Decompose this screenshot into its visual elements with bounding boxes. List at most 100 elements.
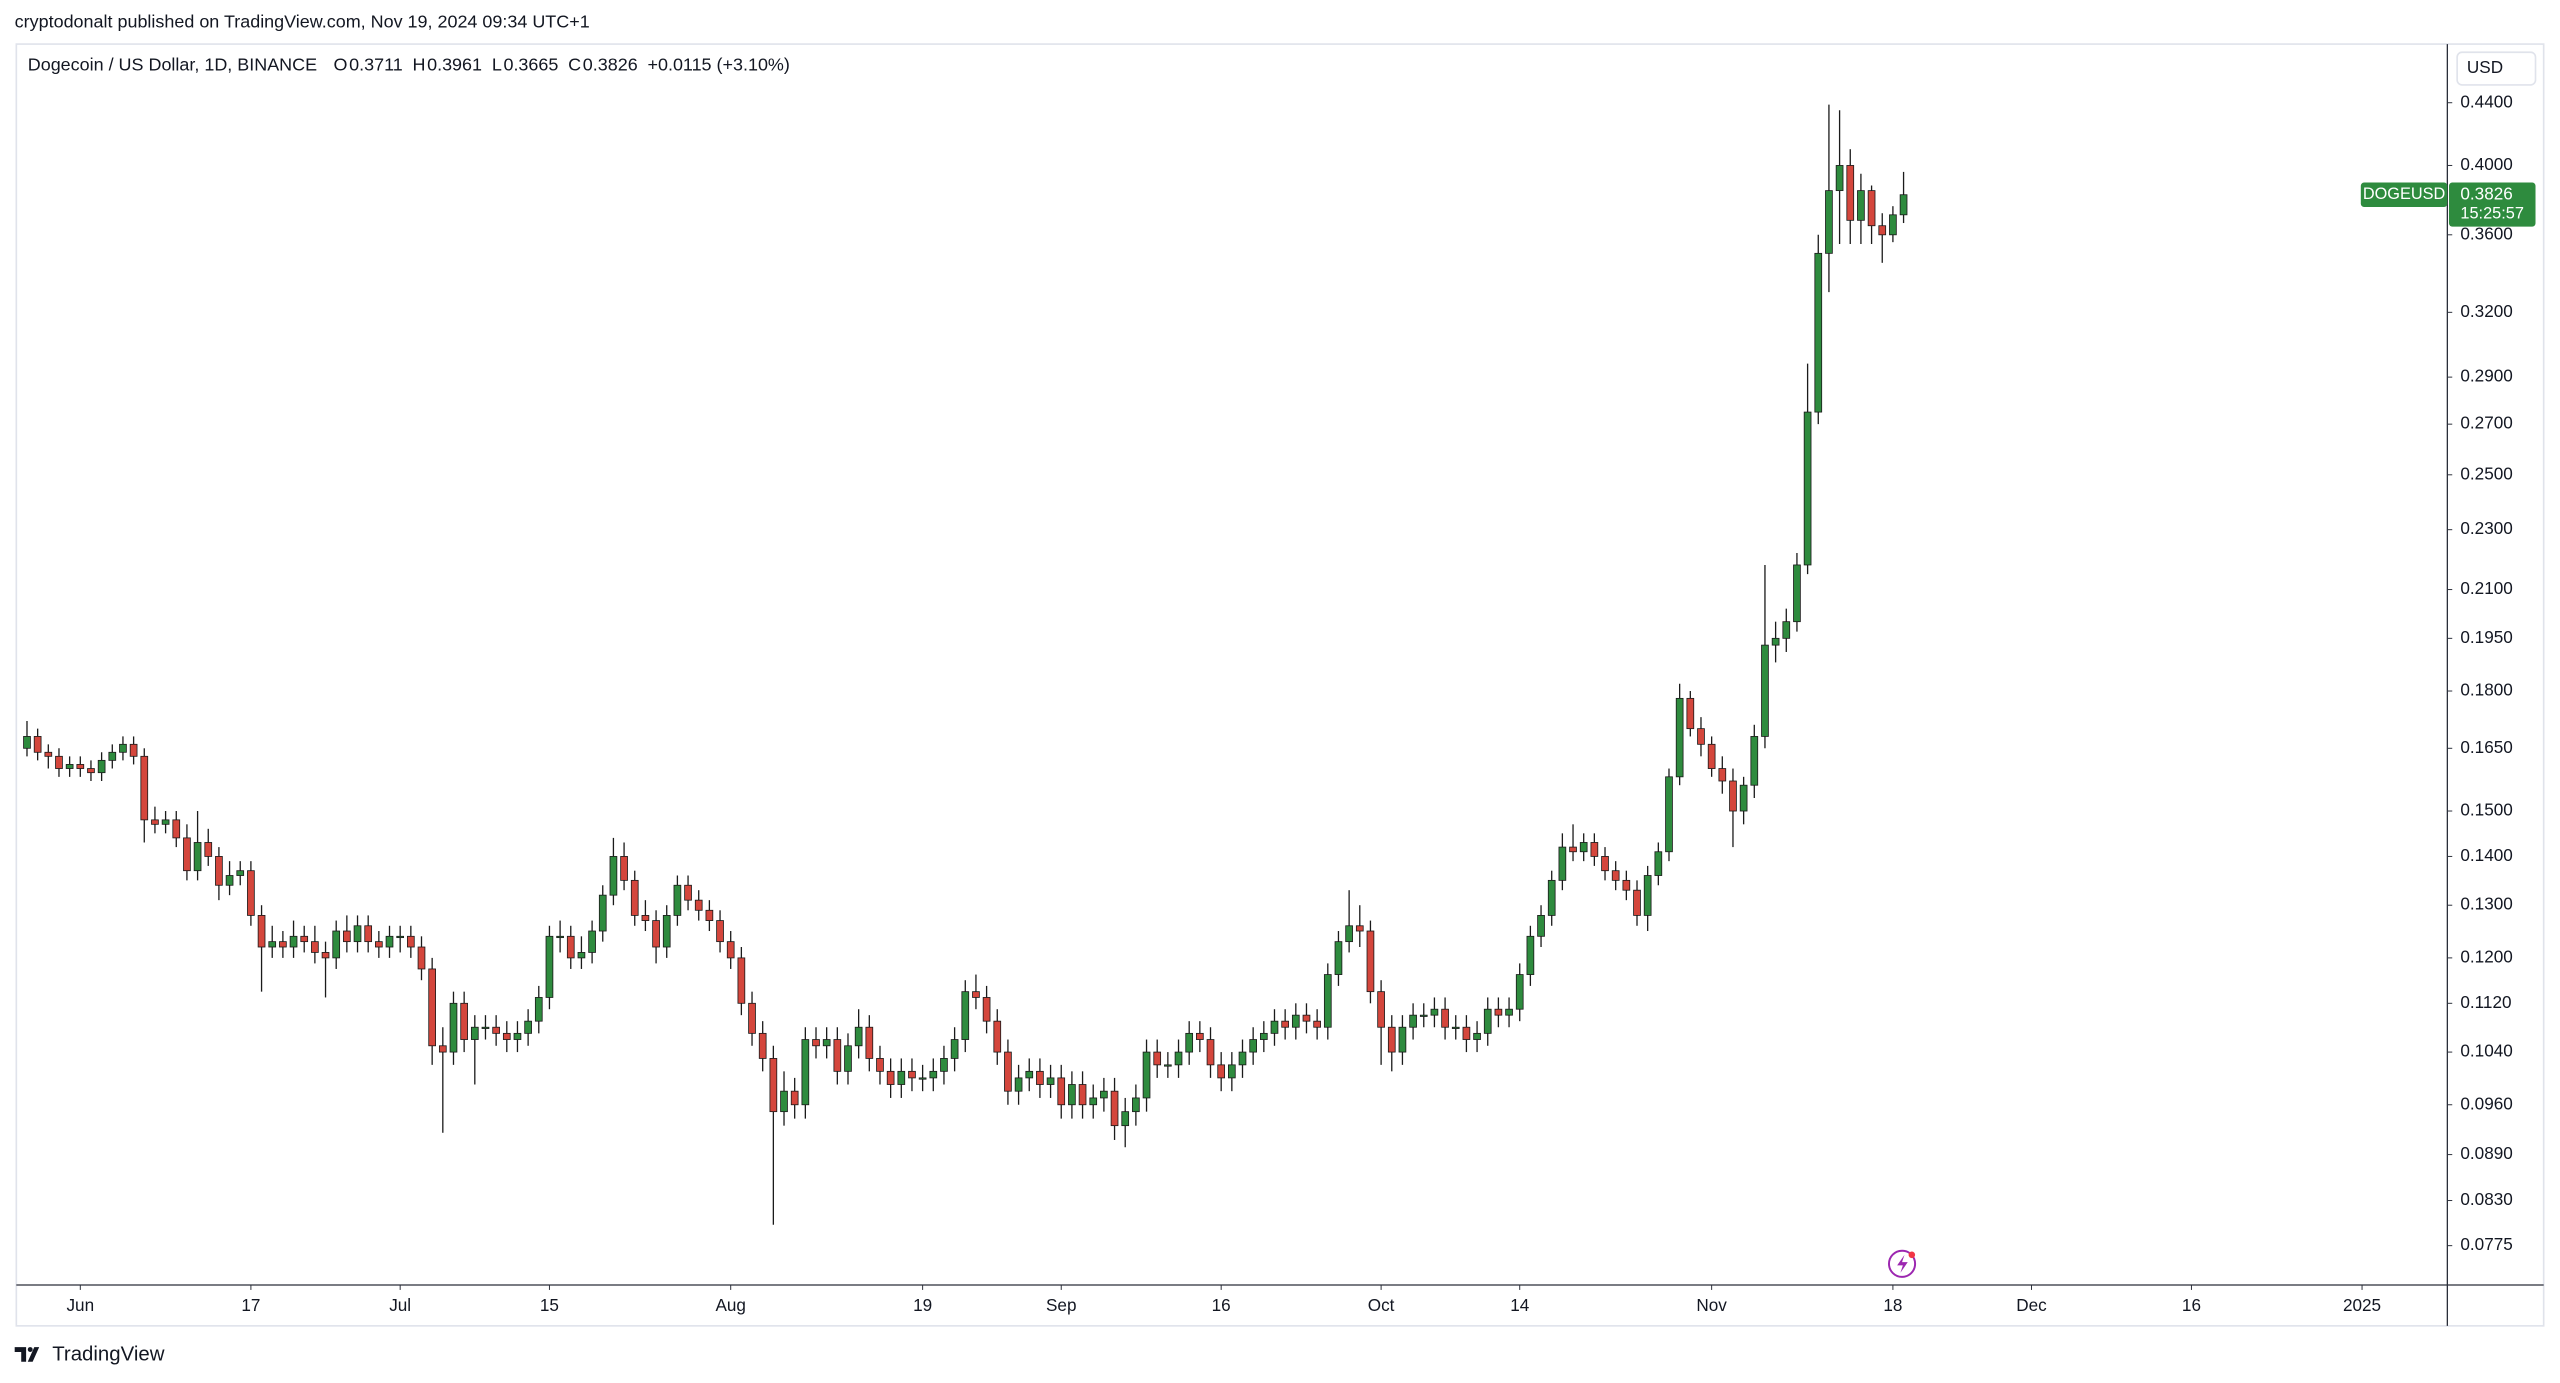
candle-body	[311, 941, 319, 953]
candle-body	[1867, 190, 1876, 227]
candle-body	[44, 751, 53, 757]
x-tick-label: Nov	[1696, 1295, 1727, 1315]
candle-body	[620, 856, 628, 881]
candle-body	[449, 1002, 458, 1053]
candle-body	[865, 1026, 874, 1059]
candle-body	[812, 1039, 820, 1047]
price-tag-box	[2448, 182, 2536, 227]
y-tick-label: 0.1300	[2460, 894, 2512, 914]
y-tick-label: 0.4000	[2460, 154, 2512, 174]
publisher-line: cryptodonalt published on TradingView.co…	[15, 12, 590, 32]
x-tick-label: 16	[2182, 1295, 2201, 1315]
candle-body	[1036, 1070, 1044, 1085]
candle-body	[1505, 1008, 1513, 1016]
candle-body	[1697, 728, 1705, 745]
y-tick-label: 0.1200	[2460, 946, 2512, 966]
y-tick-label: 0.1120	[2460, 992, 2511, 1012]
x-tick-label: 14	[1510, 1295, 1530, 1315]
candle-body	[1782, 621, 1791, 639]
candle-body	[1483, 1008, 1492, 1034]
candle-body	[289, 935, 298, 948]
candle-body	[204, 842, 213, 857]
candle-body	[748, 1002, 756, 1034]
y-tick-label: 0.3600	[2460, 223, 2512, 243]
candle-body	[1409, 1014, 1417, 1028]
price-tag-symbol-box	[2360, 182, 2448, 207]
candle-body	[151, 819, 159, 825]
legend-key: L	[492, 54, 502, 74]
candle-body	[1579, 842, 1588, 853]
candle-body	[908, 1070, 916, 1079]
candle-body	[1132, 1097, 1140, 1113]
candle-body	[1515, 974, 1524, 1010]
y-tick-label: 0.1650	[2460, 737, 2512, 757]
candle-body	[492, 1026, 500, 1034]
candle-body	[1473, 1032, 1481, 1040]
currency-box[interactable]	[2456, 51, 2537, 86]
candle-body	[1654, 851, 1663, 876]
candle-body	[844, 1045, 852, 1072]
candle-body	[876, 1058, 884, 1072]
candle-body	[343, 930, 351, 943]
candle-body	[129, 743, 138, 757]
candle-body	[662, 915, 671, 948]
candle-body	[1238, 1051, 1247, 1066]
candle-body	[1601, 856, 1609, 872]
candle-body	[1889, 214, 1897, 236]
candle-body	[279, 941, 287, 948]
x-tick-label: Jun	[66, 1295, 94, 1315]
candle-body	[556, 935, 564, 939]
candle-body	[737, 957, 746, 1004]
candle-body	[1004, 1051, 1012, 1092]
candle-body	[1686, 697, 1695, 730]
candle-body	[1259, 1032, 1268, 1040]
candle-body	[1366, 930, 1375, 993]
symbol-title: Dogecoin / US Dollar, 1D, BINANCE	[28, 54, 317, 74]
candle-body	[1718, 768, 1727, 782]
candle-body	[513, 1032, 522, 1040]
candle-body	[1302, 1014, 1311, 1022]
lightning-icon[interactable]	[1888, 1249, 1917, 1278]
candle-body	[1089, 1097, 1098, 1106]
candle-body	[1611, 870, 1620, 881]
candle-body	[1057, 1077, 1066, 1106]
candle-body	[1142, 1051, 1151, 1099]
candle-body	[1878, 225, 1887, 236]
candle-body	[76, 764, 85, 769]
candle-body	[1739, 784, 1748, 812]
candle-body	[1441, 1008, 1449, 1028]
candle-body	[33, 736, 42, 753]
x-tick-label: 19	[913, 1295, 932, 1315]
candle-body	[577, 952, 586, 959]
candle-body	[193, 842, 202, 872]
y-tick-label: 0.1950	[2460, 627, 2512, 647]
y-tick-label: 0.0890	[2460, 1143, 2512, 1163]
candle-body	[1228, 1064, 1236, 1079]
candle-body	[417, 946, 426, 970]
candle-body	[87, 768, 95, 774]
x-tick-label: 16	[1212, 1295, 1231, 1315]
candle-body	[993, 1020, 1002, 1053]
candle-body	[119, 743, 127, 753]
y-tick-label: 0.1800	[2460, 680, 2512, 700]
candle-body	[1729, 780, 1737, 812]
candle-body	[1323, 974, 1332, 1028]
y-tick-label: 0.2500	[2460, 463, 2512, 483]
candle-body	[1430, 1008, 1439, 1016]
ohlc-legend: Dogecoin / US Dollar, 1D, BINANCE O 0.371…	[28, 54, 790, 74]
currency-label: USD	[2467, 57, 2503, 77]
candle-body	[1355, 925, 1364, 932]
candle-body	[396, 935, 405, 939]
axes: 0.0775 0.0830 0.0890 0.0960 0.1040 0.1120 0.12…	[66, 91, 2536, 1315]
candle-body	[1622, 879, 1631, 891]
candle-body	[630, 879, 639, 916]
candle-body	[1569, 846, 1577, 853]
candle-body	[1814, 252, 1823, 413]
candle-body	[300, 935, 309, 943]
legend-change: +0.0115 (+3.10%)	[647, 54, 789, 74]
candle-body	[215, 856, 223, 886]
candle-body	[1281, 1020, 1289, 1028]
candle-body	[1803, 411, 1812, 566]
candle-body	[1100, 1090, 1108, 1099]
candle-body	[1334, 941, 1343, 975]
